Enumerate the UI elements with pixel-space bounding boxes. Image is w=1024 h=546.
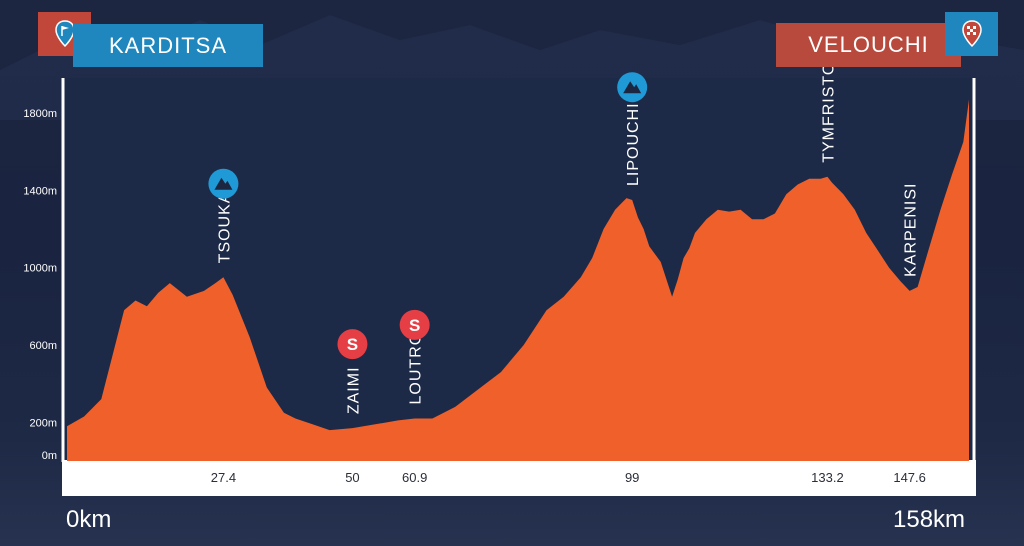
x-tick-label: 50 (345, 470, 359, 485)
y-tick-label: 1800m (23, 108, 57, 120)
annotation-label: ZAIMI (345, 366, 362, 414)
mountain-glyph (214, 177, 233, 190)
elevation-profile-area (67, 99, 969, 461)
x-tick-label: 27.4 (211, 470, 236, 485)
y-tick-label: 1400m (23, 185, 57, 197)
sprint-icon (337, 329, 368, 360)
annotation-karpenisi: KARPENISI (903, 183, 920, 277)
mountain-glyph (623, 81, 642, 94)
distance-end-label: 158km (893, 506, 966, 533)
finish-location-label: VELOUCHI (776, 23, 961, 67)
annotation-label: TYMFRISTOS (820, 50, 837, 163)
x-tick-label: 133.2 (811, 470, 844, 485)
annotation-zaimi: ZAIMI S (337, 329, 368, 414)
sprint-marker-text: S (347, 335, 358, 354)
finish-flag-icon (961, 20, 982, 48)
x-tick-label: 60.9 (402, 470, 427, 485)
y-tick-label: 200m (29, 417, 57, 429)
start-location-label: KARDITSA (73, 24, 263, 67)
distance-start-label: 0km (66, 506, 112, 533)
y-tick-label: 1000m (23, 263, 57, 275)
x-tick-label: 99 (625, 470, 639, 485)
x-tick-label: 147.6 (893, 470, 926, 485)
start-flag-icon (54, 20, 75, 48)
annotation-lipouchi: LIPOUCHI (617, 72, 648, 186)
finish-flag-box (945, 12, 998, 56)
annotation-tsouka: TSOUKA (208, 168, 239, 264)
axis-baseline (62, 460, 976, 496)
annotation-label: KARPENISI (903, 183, 920, 277)
sprint-icon (399, 309, 430, 340)
sprint-marker-text: S (409, 316, 420, 335)
annotation-label: LIPOUCHI (625, 102, 642, 186)
y-tick-label: 0m (42, 450, 57, 462)
y-tick-label: 600m (29, 340, 57, 352)
annotation-label: TSOUKA (216, 192, 233, 264)
annotation-label: LOUTRO (408, 332, 425, 405)
